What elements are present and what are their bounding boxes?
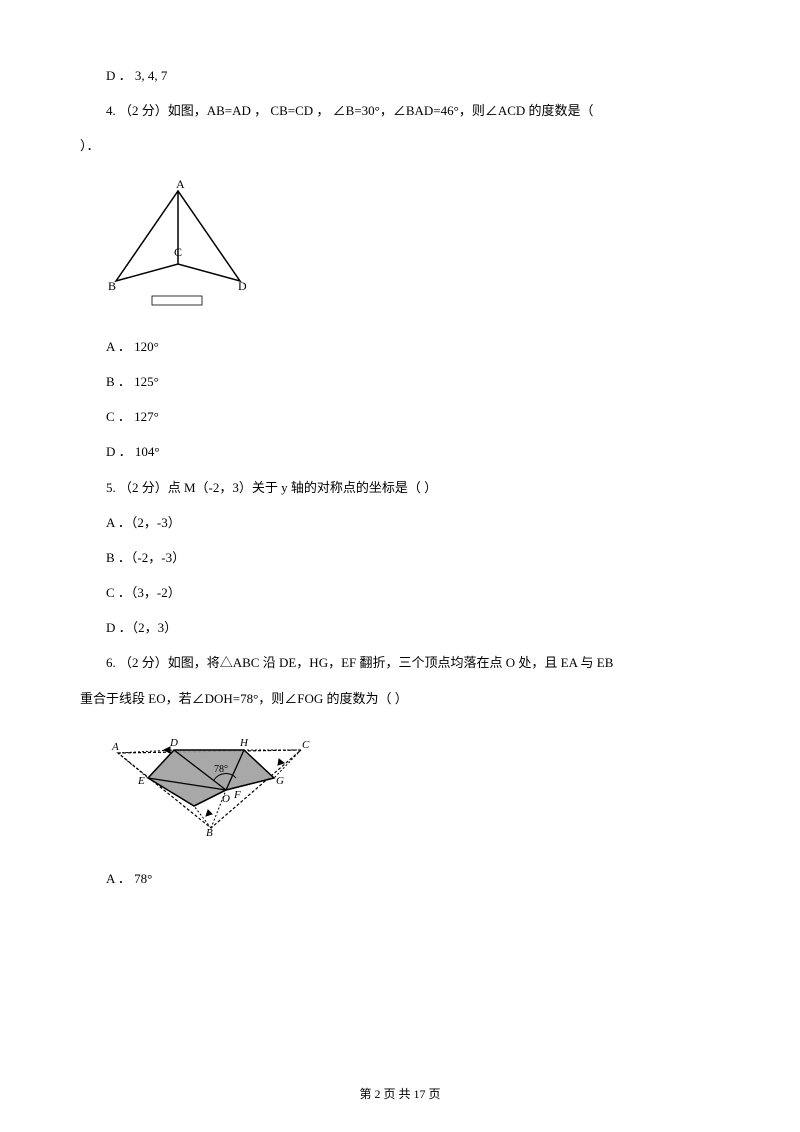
q4-option-b: B ． 125°: [80, 366, 720, 397]
page-footer: 第 2 页 共 17 页: [0, 1085, 800, 1102]
q4-stem-line1: 4. （2 分）如图，AB=AD ， CB=CD ， ∠B=30°，∠BAD=4…: [80, 95, 720, 126]
q4-stem-line2: ）．: [80, 130, 720, 161]
q6-diagram-svg: A D H C G F O E B 78°: [106, 728, 316, 838]
q6-stem-line2: 重合于线段 EO，若∠DOH=78°，则∠FOG 的度数为（ ）: [80, 683, 720, 714]
q6-label-f: F: [233, 789, 241, 801]
q4-option-d: D ． 104°: [80, 436, 720, 467]
q4-label-a: A: [176, 177, 185, 191]
q6-label-g: G: [276, 775, 284, 787]
q6-label-d: D: [169, 737, 178, 749]
q6-stem-line1: 6. （2 分）如图，将△ABC 沿 DE，HG，EF 翻折，三个顶点均落在点 …: [80, 647, 720, 678]
q6-label-h: H: [239, 737, 249, 749]
q6-figure: A D H C G F O E B 78°: [106, 728, 720, 849]
q5-option-d: D ．（2，3）: [80, 612, 720, 643]
q4-option-c: C ． 127°: [80, 401, 720, 432]
q4-diagram-svg: A B C D: [106, 176, 256, 306]
q6-label-c: C: [302, 739, 310, 751]
q4-option-a: A ． 120°: [80, 331, 720, 362]
q6-label-e: E: [137, 775, 145, 787]
q6-option-a: A ． 78°: [80, 863, 720, 894]
page-content: D ． 3, 4, 7 4. （2 分）如图，AB=AD ， CB=CD ， ∠…: [0, 0, 800, 938]
q5-option-b: B ．（-2，-3）: [80, 542, 720, 573]
q4-figure: A B C D: [106, 176, 720, 317]
q6-label-o: O: [222, 793, 230, 805]
q5-stem: 5. （2 分）点 M（-2，3）关于 y 轴的对称点的坐标是（ ）: [80, 472, 720, 503]
q5-option-a: A ．（2，-3）: [80, 507, 720, 538]
q4-label-b: B: [108, 279, 116, 293]
q3-option-d: D ． 3, 4, 7: [80, 60, 720, 91]
q6-label-a: A: [111, 741, 119, 753]
q4-label-c: C: [174, 245, 182, 259]
q4-label-d: D: [238, 279, 247, 293]
q5-option-c: C ．（3，-2）: [80, 577, 720, 608]
q6-label-b: B: [206, 827, 213, 838]
q6-label-angle: 78°: [214, 764, 228, 775]
